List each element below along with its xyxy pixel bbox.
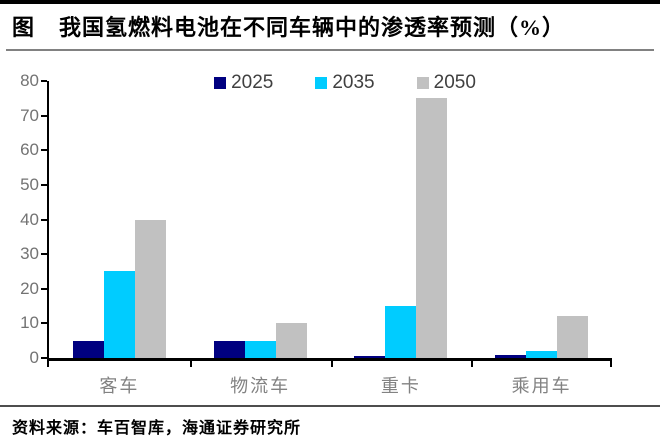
y-axis-tick [41,114,47,117]
legend-item: 2035 [315,72,375,94]
y-axis-label: 10 [20,313,39,333]
bar-group [331,81,472,358]
y-axis-label: 70 [20,105,39,125]
figure-tag: 图 [12,15,36,40]
source-note: 资料来源：车百智库，海通证券研究所 [12,420,302,437]
y-axis-tick [41,322,47,325]
x-axis-label: 重卡 [380,376,421,396]
bar-客车-2025 [72,340,104,358]
x-axis-tick [330,358,333,367]
bar-groups [49,81,612,358]
y-axis-tick [41,149,47,152]
y-axis-label: 60 [20,140,39,160]
y-axis-tick [41,253,47,256]
bar-乘用车-2025 [495,354,527,358]
plot-area: 0 10 20 30 40 50 60 70 80 客车 物流车 重卡 乘用车 [20,72,612,396]
x-axis-tick [47,358,49,367]
bar-乘用车-2035 [526,351,558,358]
legend-item: 2025 [214,72,273,94]
x-axis-tick [610,358,612,367]
bar-乘用车-2050 [557,316,589,358]
bar-物流车-2025 [213,340,245,358]
x-axis-label: 乘用车 [511,376,572,396]
chart-legend: 2025 2035 2050 [0,72,660,94]
bar-客车-2035 [103,271,135,358]
x-axis-tick [189,358,192,367]
legend-label: 2050 [433,72,476,93]
y-axis-tick [41,183,47,186]
y-axis-tick [41,287,47,290]
bar-chart: 2025 2035 2050 0 10 20 30 40 50 60 70 80 客车 物流车 重卡 乘用车 [0,51,660,399]
bar-group [49,81,190,358]
title-separator-rule [6,49,654,51]
x-axis-tick [471,358,474,367]
y-axis-tick [41,218,47,221]
bar-重卡-2050 [416,98,448,358]
legend-label: 2035 [332,72,375,93]
y-axis-label: 0 [29,348,39,367]
x-axis-label: 客车 [99,376,140,396]
y-axis-label: 20 [20,278,39,298]
bar-重卡-2035 [385,306,417,358]
bar-重卡-2025 [354,356,386,358]
y-axis-tick [41,357,47,359]
footer-separator-rule [0,405,660,407]
figure-title-text: 我国氢燃料电池在不同车辆中的渗透率预测（%） [59,15,566,40]
legend-swatch [416,77,429,89]
y-axis-label: 50 [20,174,39,194]
legend-item: 2050 [416,72,476,94]
y-axis-label: 40 [20,209,39,229]
x-axis-label: 物流车 [230,376,291,396]
legend-label: 2025 [231,72,274,93]
legend-swatch [315,77,328,89]
bar-group [190,81,331,358]
figure-title: 图我国氢燃料电池在不同车辆中的渗透率预测（%） [0,4,660,47]
legend-swatch [214,77,227,89]
bar-group [471,81,612,358]
bar-物流车-2035 [244,340,276,358]
bar-客车-2050 [134,219,166,358]
top-border-rule [0,0,660,4]
y-axis-tick [41,80,47,82]
y-axis-label: 30 [20,244,39,264]
bar-物流车-2050 [275,323,307,358]
y-axis-label: 80 [20,71,39,90]
